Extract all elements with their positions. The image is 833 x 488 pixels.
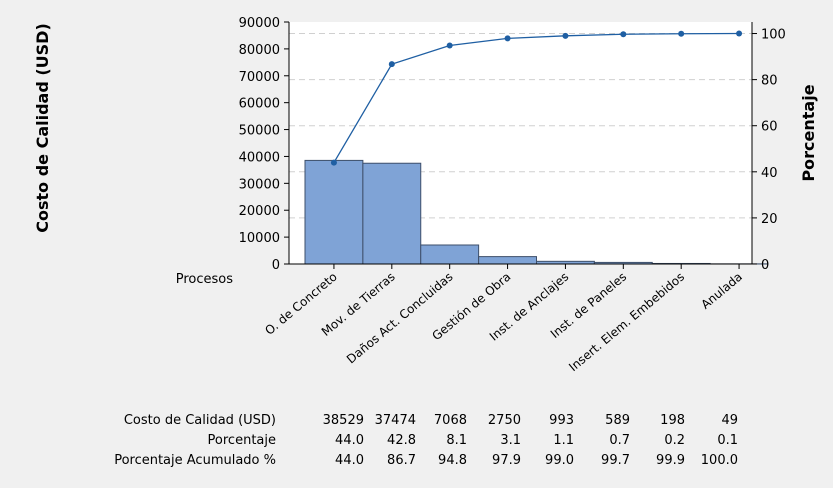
table-cell: 993 xyxy=(549,413,574,428)
left-tick-label: 60000 xyxy=(239,97,280,112)
table-cell: 198 xyxy=(660,413,685,428)
cumulative-point xyxy=(620,31,627,38)
table-cell: 589 xyxy=(605,413,630,428)
y-axis-left-title: Costo de Calidad (USD) xyxy=(33,23,52,233)
table-cell: 0.7 xyxy=(609,433,630,448)
bar xyxy=(304,159,364,265)
cumulative-point xyxy=(504,35,511,42)
cumulative-point xyxy=(330,159,337,166)
left-tick-label: 10000 xyxy=(239,231,280,246)
table-cell: 100.0 xyxy=(701,453,738,468)
left-tick-label: 40000 xyxy=(239,150,280,165)
bars-group xyxy=(304,159,769,265)
left-tick-label: 50000 xyxy=(239,124,280,139)
table-cell: 94.8 xyxy=(438,453,467,468)
left-axis-ticks: 0 10000 20000 30000 40000 50000 60000 70000 8000… xyxy=(239,16,289,273)
table-cell: 0.1 xyxy=(717,433,738,448)
y-axis-right-title: Porcentaje xyxy=(799,84,818,181)
table-cell: 97.9 xyxy=(492,453,521,468)
right-tick-label: 40 xyxy=(761,166,778,181)
left-tick-label: 80000 xyxy=(239,43,280,58)
table-cell: 44.0 xyxy=(335,453,364,468)
table-cell: 99.0 xyxy=(545,453,574,468)
table-cell: 37474 xyxy=(375,413,416,428)
right-tick-label: 20 xyxy=(761,212,778,227)
x-axis-title: Procesos xyxy=(176,272,233,287)
table-row-label: Costo de Calidad (USD) xyxy=(124,413,276,428)
cumulative-point xyxy=(678,30,685,37)
table-cell: 8.1 xyxy=(446,433,467,448)
table-cell: 44.0 xyxy=(335,433,364,448)
right-tick-label: 0 xyxy=(761,258,769,273)
left-tick-label: 20000 xyxy=(239,204,280,219)
right-tick-label: 60 xyxy=(761,120,778,135)
table-row-label: Porcentaje Acumulado % xyxy=(114,453,276,468)
left-tick-label: 30000 xyxy=(239,177,280,192)
cumulative-line xyxy=(333,32,740,163)
table-cell: 1.1 xyxy=(553,433,574,448)
table-cell: 99.7 xyxy=(601,453,630,468)
left-tick-label: 0 xyxy=(272,258,280,273)
table-cell: 0.2 xyxy=(664,433,685,448)
bar xyxy=(420,244,480,265)
bar xyxy=(362,162,422,265)
table-cell: 38529 xyxy=(323,413,364,428)
table-cell: 2750 xyxy=(488,413,521,428)
table-cell: 7068 xyxy=(434,413,467,428)
left-tick-label: 90000 xyxy=(239,16,280,31)
cumulative-point xyxy=(562,32,569,39)
left-tick-label: 70000 xyxy=(239,70,280,85)
cumulative-point xyxy=(736,30,743,37)
right-tick-label: 100 xyxy=(761,28,786,43)
cumulative-point xyxy=(388,61,395,68)
table-row-label: Porcentaje xyxy=(208,433,276,448)
table-cell: 86.7 xyxy=(387,453,416,468)
right-axis-ticks: 0 20 40 60 80 100 xyxy=(752,28,786,273)
table-cell: 42.8 xyxy=(387,433,416,448)
data-table: Costo de Calidad (USD) 38529 37474 7068 2750… xyxy=(114,413,738,468)
table-cell: 49 xyxy=(721,413,738,428)
right-tick-label: 80 xyxy=(761,74,778,89)
bar xyxy=(478,256,537,265)
table-cell: 99.9 xyxy=(656,453,685,468)
cumulative-line-group xyxy=(330,30,743,166)
cumulative-point xyxy=(446,42,453,49)
table-cell: 3.1 xyxy=(500,433,521,448)
